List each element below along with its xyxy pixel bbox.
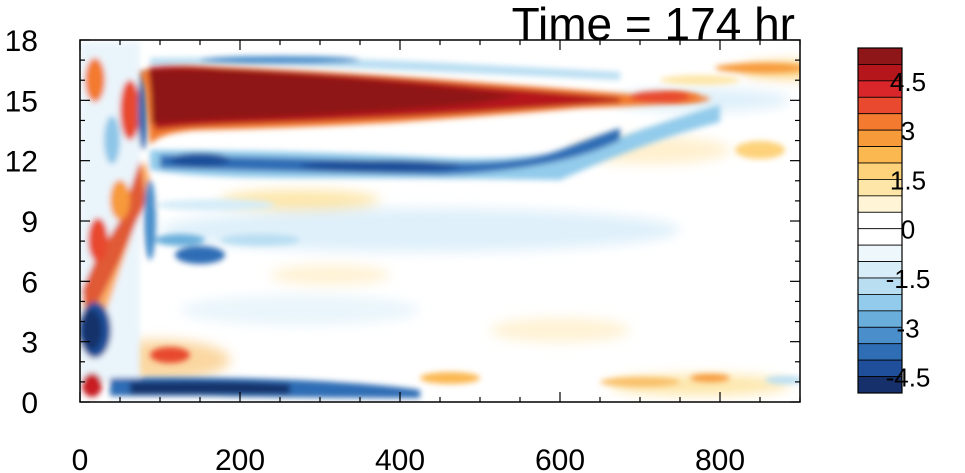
colorbar-swatch <box>857 113 903 131</box>
colorbar-swatch <box>857 294 903 312</box>
colorbar-label: 3 <box>901 116 915 146</box>
colorbar-swatch <box>857 326 903 345</box>
x-tick-label: 400 <box>375 444 425 473</box>
colorbar-swatch <box>857 195 903 213</box>
colorbar-swatch <box>857 228 903 246</box>
colorbar-label: -4.5 <box>886 363 931 393</box>
colorbar-swatch <box>857 244 903 262</box>
colorbar-label: 4.5 <box>890 67 926 97</box>
colorbar-swatch <box>857 211 903 230</box>
x-tick-label: 600 <box>535 444 585 473</box>
y-tick-label: 18 <box>5 25 38 58</box>
colorbar-frame <box>857 47 903 394</box>
x-tick-label: 0 <box>72 444 89 473</box>
y-tick-label: 3 <box>21 327 38 360</box>
colorbar-label: -3 <box>896 313 919 343</box>
colorbar-label: -1.5 <box>886 264 931 294</box>
colorbar-swatch <box>857 47 903 65</box>
colorbar: 4.5 3 1.5 0 -1.5 -3 -4.5 <box>857 47 931 394</box>
x-tick-label: 800 <box>695 444 745 473</box>
colorbar-label: 0 <box>901 215 915 245</box>
axes: 0 200 400 600 800 0 3 6 9 12 15 18 <box>5 25 801 473</box>
y-tick-label: 15 <box>5 85 38 118</box>
colorbar-swatch <box>857 146 903 164</box>
y-tick-label: 0 <box>21 387 38 420</box>
y-tick-label: 6 <box>21 266 38 299</box>
colorbar-swatch <box>857 310 903 328</box>
colorbar-swatch <box>857 343 903 361</box>
heatmap-field <box>80 40 800 402</box>
colorbar-label: 1.5 <box>890 165 926 195</box>
colorbar-swatch <box>857 96 903 115</box>
x-tick-label: 200 <box>215 444 265 473</box>
y-tick-label: 12 <box>5 146 38 179</box>
y-tick-label: 9 <box>21 206 38 239</box>
chart-title: Time = 174 hr <box>512 0 795 50</box>
colorbar-swatch <box>857 129 903 147</box>
